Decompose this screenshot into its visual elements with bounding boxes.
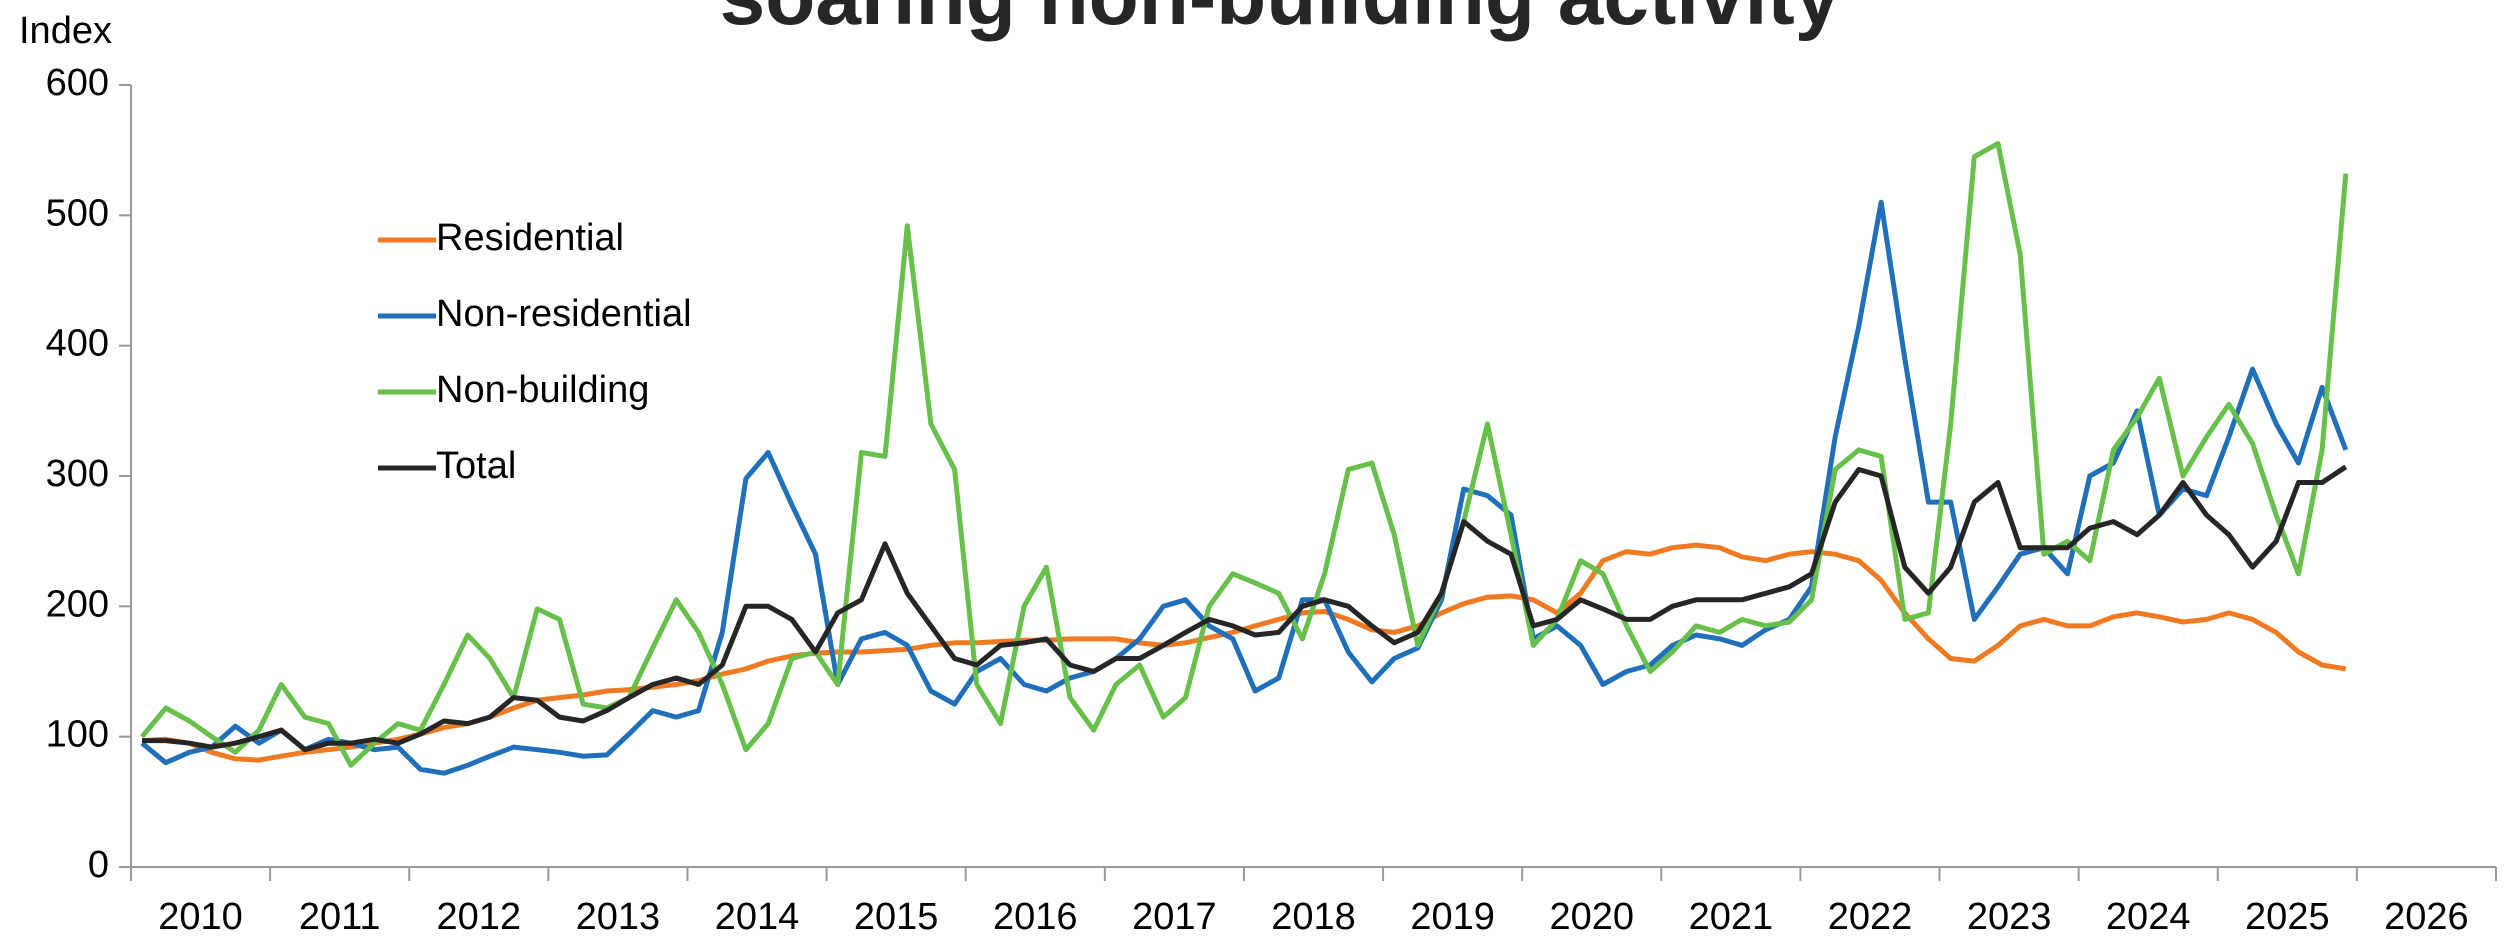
x-tick-label: 2020 <box>1549 896 1634 938</box>
series-line <box>142 464 2348 753</box>
y-tick-label: 500 <box>46 192 109 234</box>
x-tick-label: 2011 <box>299 896 381 938</box>
x-tick-label: 2017 <box>1132 896 1217 938</box>
x-tick-label: 2024 <box>2106 896 2191 938</box>
y-tick-label: 0 <box>88 844 109 886</box>
series-line <box>140 141 2349 768</box>
y-tick-label: 400 <box>46 323 109 365</box>
x-tick-label: 2014 <box>715 896 800 938</box>
y-tick-label: 600 <box>46 62 109 104</box>
y-tick-label: 200 <box>46 583 109 625</box>
x-tick-label: 2022 <box>1828 896 1913 938</box>
legend-label: Non-building <box>436 369 649 411</box>
x-tick-label: 2015 <box>854 896 939 938</box>
x-tick-label: 2010 <box>158 896 243 938</box>
x-tick-label: 2016 <box>993 896 1078 938</box>
x-tick-label: 2025 <box>2245 896 2330 938</box>
chart-title: soaring non-building activity <box>720 0 1841 42</box>
x-tick-label: 2013 <box>576 896 661 938</box>
series-line <box>140 199 2349 776</box>
x-tick-label: 2023 <box>1967 896 2052 938</box>
y-tick-label: 100 <box>46 714 109 756</box>
x-tick-label: 2018 <box>1271 896 1356 938</box>
legend-label: Residential <box>436 217 624 259</box>
x-tick-label: 2021 <box>1689 896 1774 938</box>
x-tick-label: 2026 <box>2384 896 2469 938</box>
legend-label: Total <box>436 445 516 487</box>
x-tick-label: 2019 <box>1410 896 1495 938</box>
y-axis-label: Index <box>19 10 112 52</box>
legend-label: Non-residential <box>436 293 692 335</box>
x-tick-label: 2012 <box>437 896 522 938</box>
y-tick-label: 300 <box>46 453 109 495</box>
